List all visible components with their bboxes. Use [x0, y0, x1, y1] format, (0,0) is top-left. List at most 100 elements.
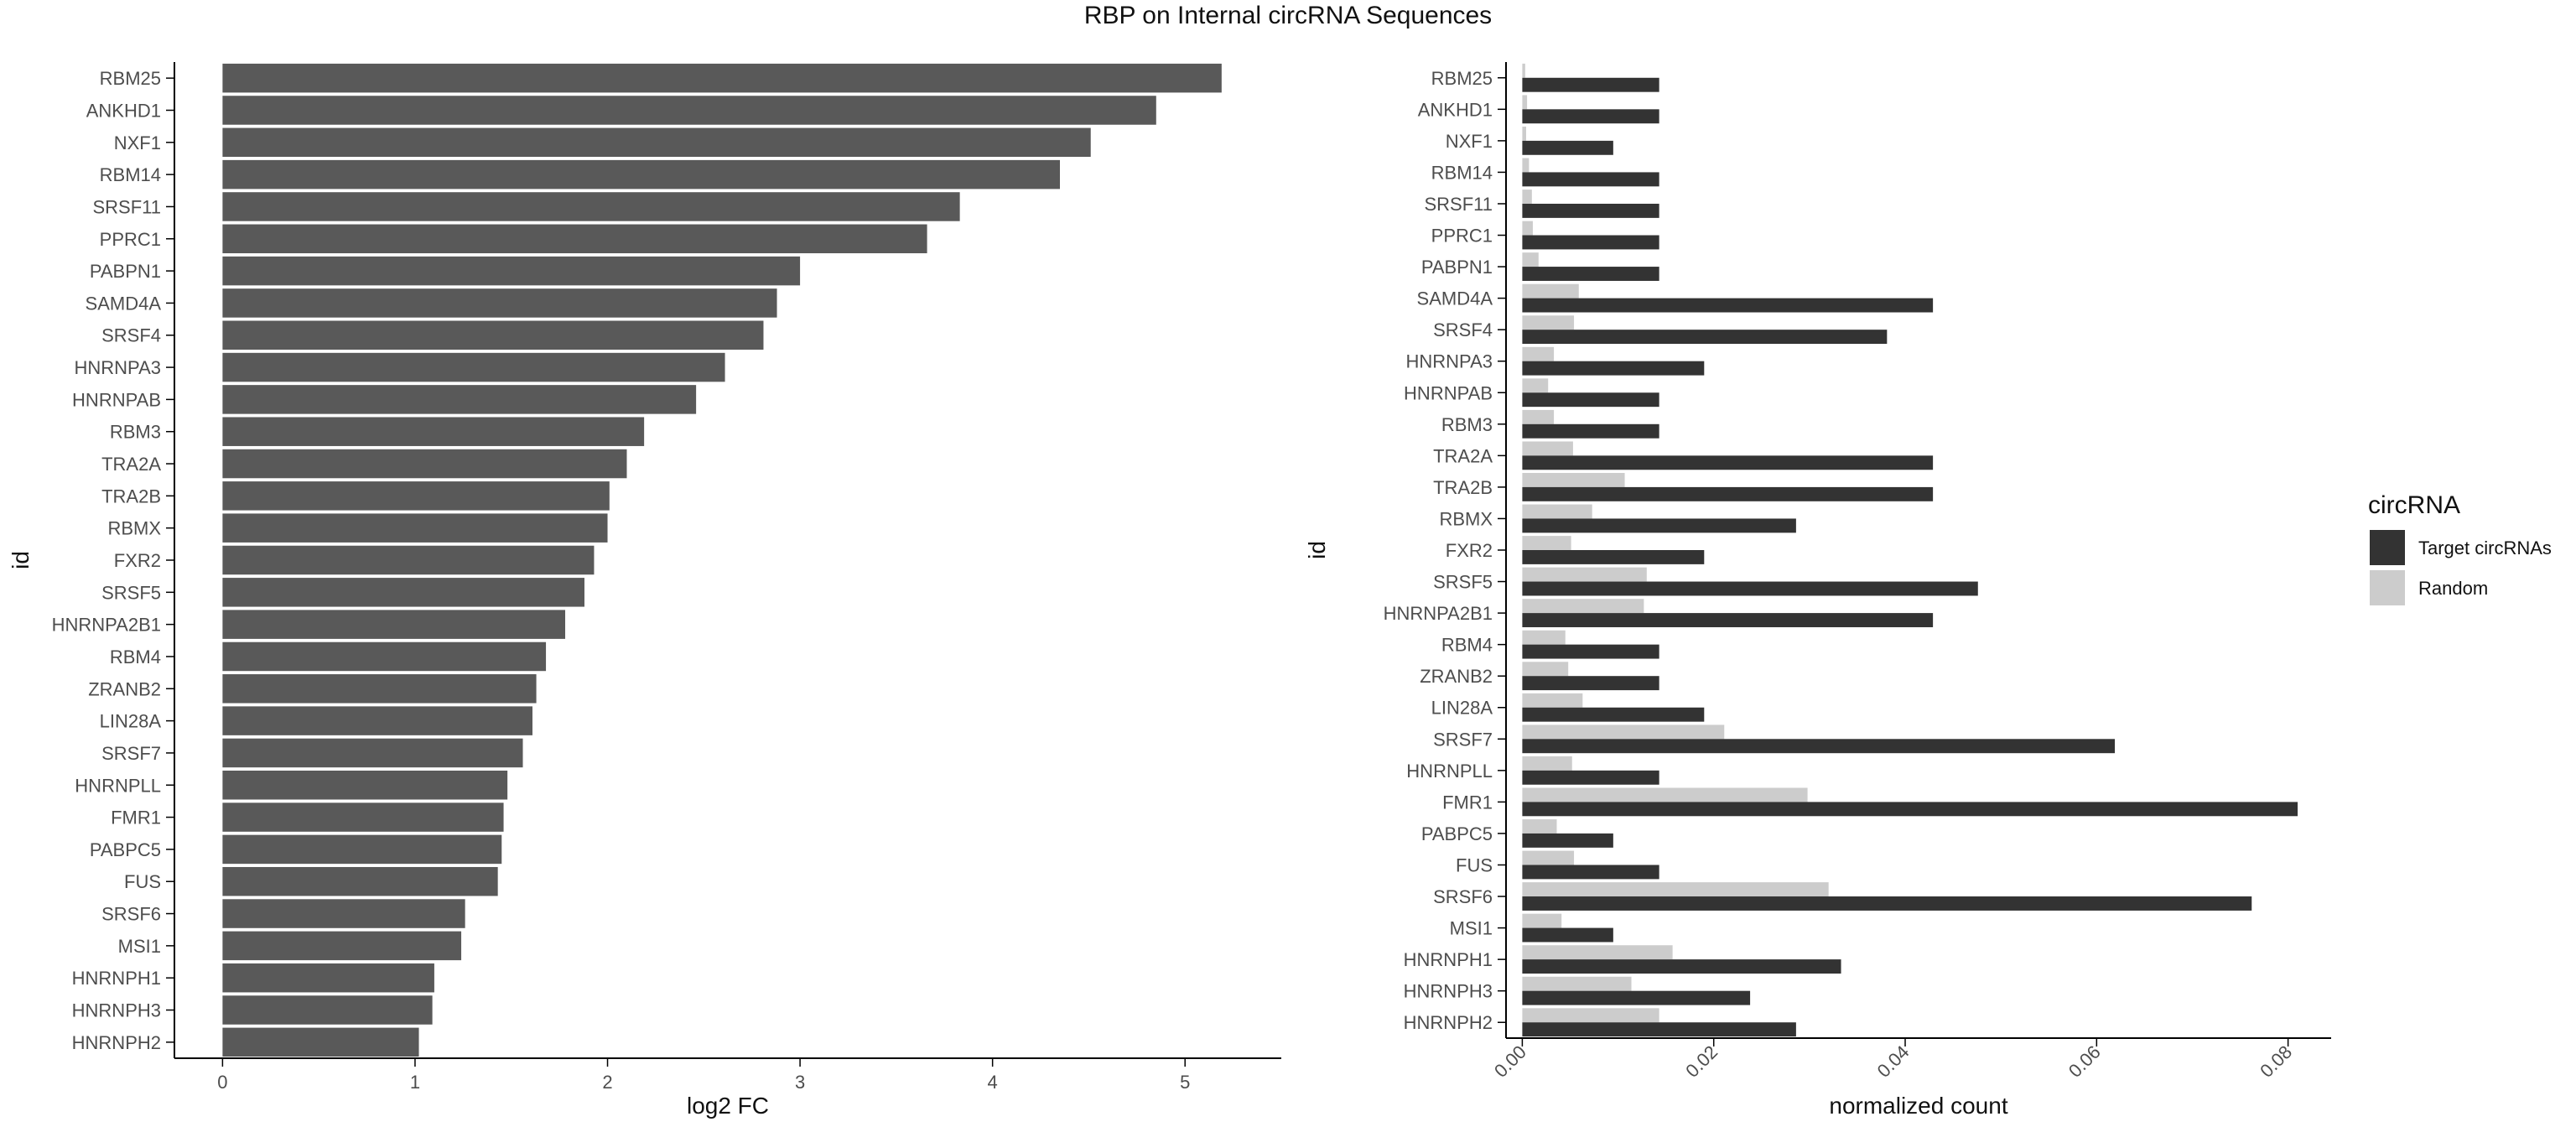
- y-tick-label: SRSF4: [1433, 319, 1493, 340]
- y-axis-title: id: [8, 551, 34, 569]
- legend: circRNA Target circRNAs Random: [2368, 491, 2552, 605]
- bar-random: [1522, 724, 1725, 740]
- y-tick-label: TRA2B: [1433, 477, 1493, 498]
- bar: [222, 771, 508, 800]
- y-tick-label: LIN28A: [100, 711, 162, 732]
- legend-swatch: [2370, 530, 2405, 565]
- bar: [222, 127, 1091, 158]
- bar-target: [1522, 235, 1659, 250]
- bar-target: [1522, 865, 1659, 880]
- y-tick-label: FXR2: [114, 550, 161, 571]
- bar-target: [1522, 707, 1705, 722]
- bar-target: [1522, 613, 1934, 627]
- bar-random: [1522, 536, 1571, 550]
- bar: [222, 256, 801, 286]
- bar-random: [1522, 221, 1533, 236]
- bar-target: [1522, 550, 1705, 564]
- y-tick-label: SRSF11: [92, 196, 161, 217]
- x-tick-label: 0.06: [2064, 1041, 2105, 1082]
- y-tick-label: RBMX: [1439, 508, 1493, 529]
- bar-random: [1522, 945, 1673, 960]
- bar-random: [1522, 567, 1647, 582]
- bar-target: [1522, 802, 2298, 817]
- y-tick-label: SRSF5: [1433, 572, 1493, 593]
- bar-target: [1522, 203, 1659, 218]
- y-tick-label: HNRNPH3: [72, 1000, 161, 1021]
- y-tick-label: ZRANB2: [1420, 666, 1493, 687]
- bar-random: [1522, 315, 1575, 330]
- y-tick-label: HNRNPA2B1: [1384, 603, 1493, 624]
- bar-target: [1522, 644, 1659, 659]
- bar: [222, 931, 462, 961]
- chart-title: RBP on Internal circRNA Sequences: [1083, 2, 1493, 29]
- bar: [222, 352, 725, 382]
- x-axis-title: log2 FC: [687, 1093, 769, 1119]
- y-tick-label: HNRNPAB: [1404, 382, 1493, 403]
- x-tick-label: 4: [988, 1072, 998, 1093]
- x-axis-title: normalized count: [1829, 1093, 2007, 1119]
- x-tick-label: 0: [217, 1072, 227, 1093]
- y-tick-label: HNRNPH2: [72, 1032, 161, 1053]
- y-tick-label: SRSF7: [101, 743, 161, 764]
- x-tick-label: 0.04: [1873, 1041, 1914, 1082]
- x-tick-label: 0.02: [1681, 1041, 1722, 1082]
- bar-random: [1522, 1008, 1659, 1023]
- legend-label: Random: [2418, 578, 2488, 599]
- legend-swatch: [2370, 570, 2405, 605]
- x-tick-label: 5: [1180, 1072, 1190, 1093]
- y-tick-label: HNRNPA3: [1405, 351, 1493, 372]
- bar-random: [1522, 378, 1549, 393]
- x-tick-label: 2: [602, 1072, 612, 1093]
- bar-target: [1522, 486, 1934, 501]
- bar: [222, 674, 537, 704]
- bar: [222, 899, 465, 928]
- y-tick-label: TRA2A: [1433, 445, 1493, 466]
- y-tick-label: MSI1: [118, 936, 161, 957]
- bar: [222, 417, 645, 446]
- y-tick-label: PABPN1: [90, 261, 161, 282]
- bar-target: [1522, 267, 1659, 281]
- y-tick-label: RBM4: [1441, 635, 1493, 656]
- y-tick-label: NXF1: [1446, 131, 1493, 152]
- y-tick-label: HNRNPLL: [75, 775, 161, 796]
- y-tick-label: RBM14: [100, 164, 161, 185]
- y-tick-label: SRSF6: [1433, 886, 1493, 907]
- bar: [222, 449, 627, 479]
- bar: [222, 866, 498, 896]
- y-tick-label: RBM3: [110, 422, 161, 443]
- bar-target: [1522, 770, 1659, 785]
- bar-random: [1522, 190, 1532, 204]
- y-tick-label: HNRNPA3: [74, 357, 161, 378]
- bar-target: [1522, 1022, 1796, 1037]
- x-tick-label: 0.08: [2256, 1041, 2296, 1082]
- bar-target: [1522, 518, 1796, 533]
- bar-random: [1522, 252, 1539, 267]
- bar: [222, 963, 434, 993]
- y-tick-label: HNRNPA2B1: [52, 615, 161, 636]
- y-tick-label: HNRNPLL: [1406, 761, 1493, 782]
- bar: [222, 834, 502, 865]
- y-tick-label: FUS: [124, 871, 161, 892]
- y-tick-label: RBM4: [110, 647, 161, 667]
- bar-random: [1522, 599, 1644, 614]
- y-tick-label: HNRNPH1: [1404, 949, 1493, 970]
- y-tick-label: RBM3: [1441, 414, 1493, 435]
- y-tick-label: SRSF11: [1424, 194, 1493, 215]
- bar-random: [1522, 913, 1562, 928]
- bar: [222, 288, 777, 318]
- y-tick-label: TRA2B: [101, 486, 161, 506]
- y-tick-label: SRSF7: [1433, 729, 1493, 750]
- bar: [222, 610, 566, 639]
- bar-random: [1522, 819, 1557, 834]
- bar-target: [1522, 455, 1934, 470]
- right-chart: RBM25 ANKHD1 NXF1 RBM14 SRSF11 PPRC1 PABPN1 SAM…: [1304, 62, 2331, 1119]
- bar: [222, 481, 610, 511]
- y-tick-label: PPRC1: [1431, 226, 1493, 247]
- y-tick-label: RBM25: [1431, 68, 1493, 89]
- bar: [222, 641, 547, 672]
- bar: [222, 995, 433, 1025]
- bar-target: [1522, 330, 1888, 345]
- bar: [222, 738, 523, 768]
- y-tick-label: SRSF6: [101, 904, 161, 925]
